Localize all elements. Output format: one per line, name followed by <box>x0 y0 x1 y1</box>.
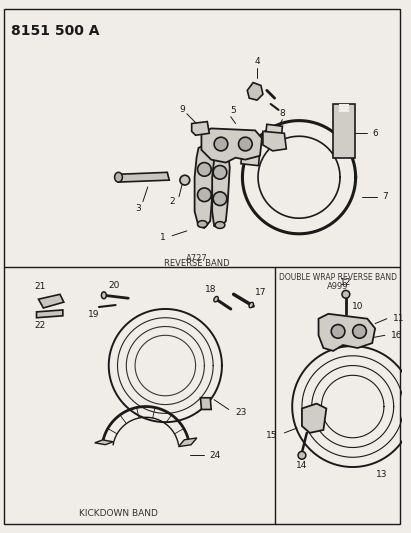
Text: 20: 20 <box>108 281 119 290</box>
Circle shape <box>252 89 259 96</box>
Circle shape <box>238 137 252 151</box>
Text: 8151 500 A: 8151 500 A <box>11 24 99 38</box>
Text: 14: 14 <box>296 461 308 470</box>
Text: 22: 22 <box>35 321 46 330</box>
Polygon shape <box>37 310 63 318</box>
Text: 19: 19 <box>88 310 100 319</box>
Text: REVERSE BAND: REVERSE BAND <box>164 259 229 268</box>
Ellipse shape <box>215 222 225 229</box>
Text: A727: A727 <box>186 254 208 263</box>
Polygon shape <box>247 83 263 100</box>
Circle shape <box>180 175 190 185</box>
Text: 15: 15 <box>266 431 277 440</box>
Text: 12: 12 <box>340 278 351 287</box>
Text: 13: 13 <box>376 470 388 479</box>
Circle shape <box>198 163 211 176</box>
Polygon shape <box>201 128 262 163</box>
Text: 24: 24 <box>209 451 220 460</box>
Polygon shape <box>263 131 286 151</box>
Text: KICKDOWN BAND: KICKDOWN BAND <box>79 510 158 519</box>
Text: A999: A999 <box>327 282 349 291</box>
Text: 5: 5 <box>230 107 236 115</box>
Text: 1: 1 <box>159 233 165 242</box>
Text: 23: 23 <box>236 408 247 417</box>
Polygon shape <box>212 148 230 228</box>
Ellipse shape <box>115 172 122 182</box>
Text: 7: 7 <box>382 192 388 201</box>
Circle shape <box>213 192 227 206</box>
Polygon shape <box>241 153 259 166</box>
Text: 17: 17 <box>255 288 267 297</box>
Circle shape <box>213 166 227 179</box>
FancyBboxPatch shape <box>333 104 355 158</box>
Polygon shape <box>266 124 282 136</box>
Text: 18: 18 <box>206 285 217 294</box>
Circle shape <box>214 137 228 151</box>
Circle shape <box>331 325 345 338</box>
Text: 3: 3 <box>135 204 141 213</box>
Ellipse shape <box>214 296 218 302</box>
Text: 9: 9 <box>179 106 185 115</box>
Text: 16: 16 <box>391 331 402 340</box>
Ellipse shape <box>249 302 254 308</box>
Circle shape <box>270 136 279 146</box>
Text: 4: 4 <box>254 56 260 66</box>
Circle shape <box>309 414 319 423</box>
Text: 2: 2 <box>169 197 175 206</box>
Polygon shape <box>118 172 169 182</box>
Circle shape <box>298 451 306 459</box>
Text: DOUBLE WRAP REVERSE BAND: DOUBLE WRAP REVERSE BAND <box>279 273 397 282</box>
Polygon shape <box>302 403 326 433</box>
Text: 8: 8 <box>279 109 285 118</box>
Polygon shape <box>194 144 214 228</box>
Polygon shape <box>178 438 197 447</box>
Polygon shape <box>319 314 375 351</box>
FancyBboxPatch shape <box>339 104 349 112</box>
Circle shape <box>353 325 366 338</box>
Ellipse shape <box>198 221 207 228</box>
Text: 21: 21 <box>35 282 46 291</box>
Circle shape <box>342 290 350 298</box>
Text: 10: 10 <box>352 302 363 311</box>
Polygon shape <box>39 294 64 308</box>
Text: 6: 6 <box>372 129 378 138</box>
Circle shape <box>198 188 211 201</box>
Polygon shape <box>192 122 209 135</box>
Text: 11: 11 <box>393 314 404 323</box>
Ellipse shape <box>102 292 106 298</box>
Polygon shape <box>95 440 113 445</box>
Polygon shape <box>201 398 211 409</box>
